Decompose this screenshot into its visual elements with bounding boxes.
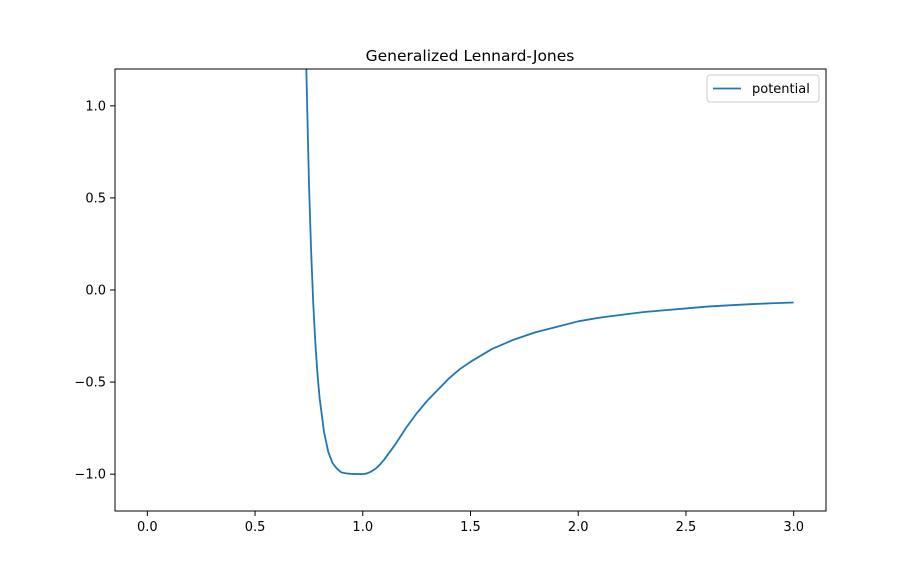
- y-tick-label: 1.0: [85, 99, 106, 114]
- x-tick-label: 0.0: [137, 520, 158, 535]
- y-tick-label: 0.5: [85, 191, 106, 206]
- y-tick-label: −1.0: [74, 468, 106, 483]
- x-tick-label: 2.5: [676, 520, 697, 535]
- x-tick-label: 2.0: [568, 520, 589, 535]
- x-tick-label: 1.5: [460, 520, 481, 535]
- chart-title: Generalized Lennard-Jones: [366, 47, 575, 65]
- y-tick-label: −0.5: [74, 376, 106, 391]
- x-tick-label: 3.0: [783, 520, 804, 535]
- y-tick-label: 0.0: [85, 284, 106, 299]
- x-tick-label: 1.0: [352, 520, 373, 535]
- legend-box: [706, 74, 820, 103]
- series-line-potential: [305, 69, 794, 476]
- x-axis-ticks: 0.0 0.5 1.0 1.5 2.0 2.5 3.0: [137, 511, 804, 535]
- plot-frame: [114, 68, 827, 512]
- x-tick-label: 0.5: [245, 520, 266, 535]
- legend-label-potential: potential: [752, 82, 810, 97]
- legend: potential: [706, 74, 820, 103]
- y-axis-ticks: −1.0 −0.5 0.0 0.5 1.0: [74, 99, 115, 483]
